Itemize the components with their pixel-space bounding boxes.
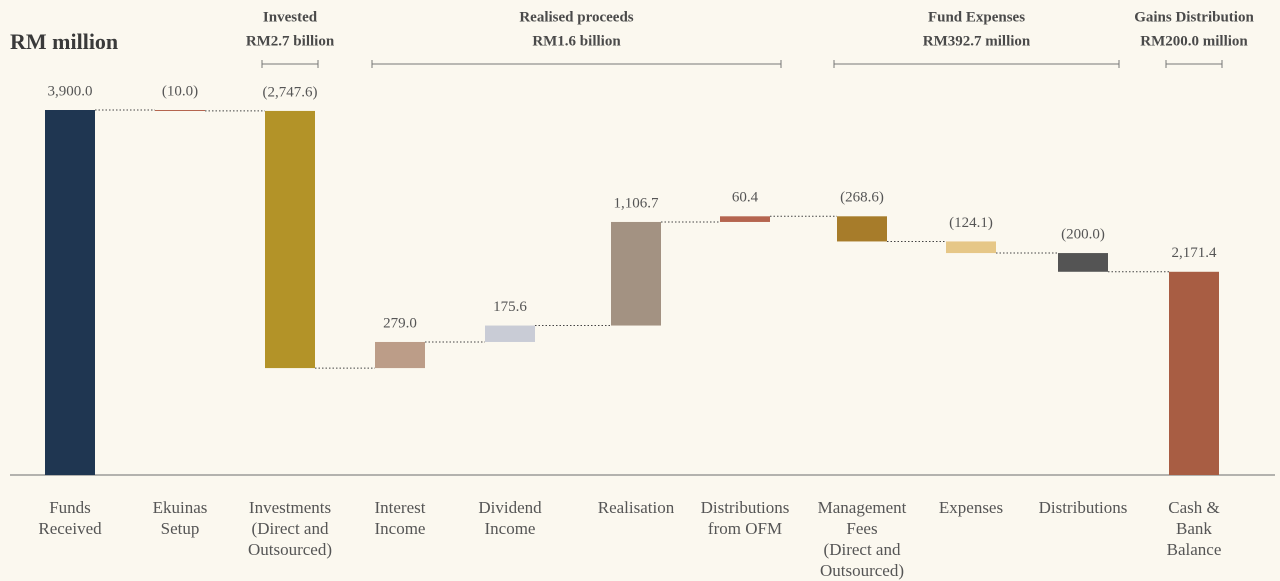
value-label: (10.0) <box>162 83 198 99</box>
value-label: 175.6 <box>493 299 527 315</box>
x-tick-label: (Direct and <box>824 540 901 559</box>
x-tick-label: Distributions <box>1039 498 1128 517</box>
x-tick-label: Received <box>38 519 102 538</box>
group-label: RM392.7 million <box>923 33 1031 49</box>
bar <box>946 241 996 254</box>
x-tick-label: Bank <box>1176 519 1212 538</box>
x-tick-label: Interest <box>375 498 426 517</box>
x-tick-label: (Direct and <box>252 519 329 538</box>
bar <box>45 110 95 475</box>
group-label: Gains Distribution <box>1134 9 1254 25</box>
bar <box>720 216 770 222</box>
group-label: Realised proceeds <box>519 9 633 25</box>
x-tick-label: Cash & <box>1168 498 1219 517</box>
value-label: 2,171.4 <box>1172 245 1218 261</box>
x-tick-label: from OFM <box>708 519 782 538</box>
group-label: RM200.0 million <box>1140 33 1248 49</box>
x-tick-label: Funds <box>49 498 91 517</box>
value-label: 60.4 <box>732 190 759 206</box>
x-tick-label: Investments <box>249 498 331 517</box>
x-tick-label: Income <box>485 519 536 538</box>
value-label: (124.1) <box>949 215 993 231</box>
group-label: Fund Expenses <box>928 9 1025 25</box>
value-label: 279.0 <box>383 315 417 331</box>
x-tick-label: Dividend <box>478 498 542 517</box>
value-label: (268.6) <box>840 190 884 206</box>
bar <box>375 341 425 369</box>
value-label: 1,106.7 <box>614 195 660 211</box>
x-tick-label: Distributions <box>701 498 790 517</box>
group-label: Invested <box>263 9 318 25</box>
group-label: RM2.7 billion <box>246 33 335 49</box>
bar <box>611 221 661 326</box>
bar <box>155 110 205 111</box>
bar <box>837 216 887 242</box>
bar <box>1169 271 1219 475</box>
x-tick-label: Income <box>375 519 426 538</box>
group-label: RM1.6 billion <box>532 33 621 49</box>
x-tick-label: Fees <box>846 519 877 538</box>
bar <box>485 325 535 342</box>
x-tick-label: Realisation <box>598 498 675 517</box>
value-label: (200.0) <box>1061 226 1105 242</box>
value-label: (2,747.6) <box>263 84 318 100</box>
value-label: 3,900.0 <box>48 83 93 99</box>
x-tick-label: Ekuinas <box>153 498 208 517</box>
x-tick-label: Outsourced) <box>820 561 904 580</box>
x-tick-label: Balance <box>1167 540 1222 559</box>
x-tick-label: Setup <box>161 519 200 538</box>
x-tick-label: Expenses <box>939 498 1003 517</box>
bar <box>265 110 315 369</box>
chart-title: RM million <box>10 29 118 54</box>
x-tick-label: Outsourced) <box>248 540 332 559</box>
bar <box>1058 253 1108 272</box>
x-tick-label: Management <box>818 498 907 517</box>
